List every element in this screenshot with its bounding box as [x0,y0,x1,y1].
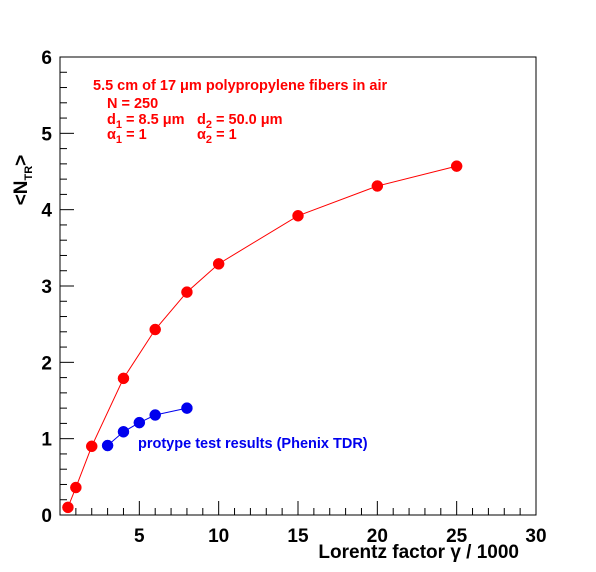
axis-ticks [59,56,537,516]
x-tick-label: 5 [134,526,145,547]
data-point [117,426,130,438]
red-annotation: 5.5 cm of 17 μm polypropylene fibers in … [93,78,387,146]
x-tick-label: 30 [525,526,546,547]
annotation-d2: d2 = 50.0 μm [197,112,283,131]
data-point [212,258,225,270]
annotation-n: N = 250 [107,96,158,112]
tick-labels: 5 10 15 20 25 30 0 1 2 3 4 5 6 [41,48,546,547]
x-tick-label: 10 [208,526,229,547]
x-tick-label: 20 [367,526,388,547]
data-point [101,439,114,452]
y-tick-label: 1 [41,430,52,451]
data-point [371,180,384,192]
x-tick-label: 15 [287,526,309,547]
data-point [149,323,161,336]
y-tick-label: 2 [41,353,52,374]
series-points [62,160,463,514]
annotation-d1: d1 = 8.5 μm [107,112,184,131]
data-point [292,210,304,222]
data-point [62,501,74,514]
annotation-alpha2: α2 = 1 [197,127,237,146]
data-point [450,160,463,172]
y-tick-label: 6 [41,48,52,69]
x-tick-label: 25 [446,526,468,547]
data-point [133,416,146,429]
x-axis-title: Lorentz factor γ / 1000 [318,542,519,563]
y-tick-label: 5 [41,124,52,145]
annotation-title: 5.5 cm of 17 μm polypropylene fibers in … [93,78,387,94]
data-point [117,372,130,385]
y-tick-label: 4 [41,201,52,222]
data-point [85,440,98,453]
blue-annotation: protype test results (Phenix TDR) [138,436,368,452]
data-point [70,481,82,494]
data-point [181,286,193,298]
y-tick-label: 0 [41,506,52,527]
y-tick-label: 3 [41,277,52,298]
data-point [149,409,161,421]
annotation-alpha1: α1 = 1 [107,127,147,146]
series-line-0 [67,165,457,508]
data-point [181,402,193,414]
